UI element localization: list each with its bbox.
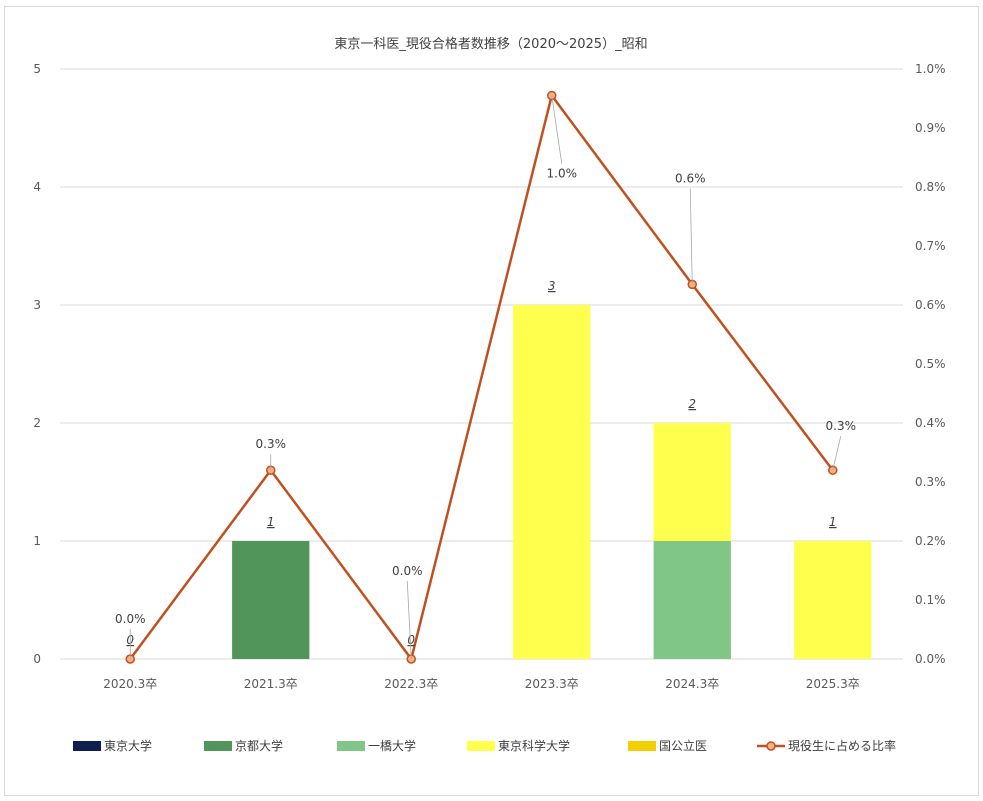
ratio-data-label: 0.3% (826, 419, 857, 433)
y-tick-label: 1 (33, 534, 41, 548)
bars (232, 305, 872, 659)
bar (513, 305, 591, 659)
legend-item[interactable]: 国公立医 (628, 738, 707, 753)
legend-swatch (467, 741, 495, 751)
x-tick-label: 2023.3卒 (525, 677, 579, 691)
y-tick-label: 3 (33, 298, 41, 312)
legend-swatch (628, 741, 656, 751)
y2-tick-label: 0.7% (915, 239, 946, 253)
leader-line (406, 580, 412, 660)
y-tick-label: 4 (33, 180, 41, 194)
y2-tick-label: 0.8% (915, 180, 946, 194)
y2-tick-label: 0.9% (915, 121, 946, 135)
ratio-data-label: 0.0% (392, 564, 423, 578)
chart-svg: 東京一科医_現役合格者数推移（2020～2025）_昭和 0103210.0%0… (33, 36, 945, 753)
y2-tick-label: 0.3% (915, 475, 946, 489)
legend-item[interactable]: 現役生に占める比率 (757, 738, 896, 753)
y2-tick-label: 1.0% (915, 62, 946, 76)
legend[interactable]: 東京大学 京都大学 一橋大学 東京科学大学 国公立医 現役生に占める比率 (73, 738, 896, 753)
bar (653, 423, 731, 541)
leader-line (689, 188, 693, 285)
bar-total-label: 1 (267, 515, 275, 529)
x-tick-label: 2021.3卒 (244, 677, 298, 691)
x-tick-label: 2022.3卒 (384, 677, 438, 691)
gridlines (60, 68, 903, 660)
legend-item[interactable]: 一橋大学 (337, 738, 416, 753)
y-tick-label: 5 (33, 62, 41, 76)
ratio-line-path (129, 92, 834, 662)
y-tick-label: 0 (33, 652, 41, 666)
legend-item[interactable]: 東京大学 (73, 738, 152, 753)
ratio-data-label: 0.6% (675, 171, 706, 185)
y2-tick-label: 0.0% (915, 652, 946, 666)
legend-swatch (337, 741, 365, 751)
y2-tick-label: 0.2% (915, 534, 946, 548)
bar-total-label: 3 (548, 279, 556, 293)
bar (232, 541, 310, 659)
bar-total-label: 0 (407, 633, 415, 647)
bar-total-label: 2 (688, 397, 696, 411)
x-tick-label: 2024.3卒 (665, 677, 719, 691)
legend-marker (766, 741, 776, 751)
leader-line (832, 436, 842, 471)
y2-tick-label: 0.1% (915, 593, 946, 607)
bar-total-label: 1 (829, 515, 837, 529)
chart-frame: 東京一科医_現役合格者数推移（2020～2025）_昭和 0 1 0 3 2 1 0.0% 0… (4, 6, 979, 796)
legend-label: 京都大学 (235, 738, 283, 753)
legend-label: 東京大学 (104, 738, 152, 753)
legend-label: 東京科学大学 (498, 738, 570, 753)
legend-item[interactable]: 東京科学大学 (467, 738, 570, 753)
legend-item[interactable]: 京都大学 (204, 738, 283, 753)
axes: 0 1 2 3 4 5 0.0% 0.1% 0.2% 0.3% 0.4% 0.5% 0.6% 0.7% 0.… (33, 62, 945, 691)
legend-label: 国公立医 (659, 738, 707, 753)
legend-label: 現役生に占める比率 (788, 738, 896, 753)
y2-tick-label: 0.5% (915, 357, 946, 371)
ratio-data-label: 1.0% (547, 167, 578, 181)
legend-label: 一橋大学 (368, 738, 416, 753)
bar (653, 541, 731, 659)
leader-line (551, 95, 563, 164)
ratio-data-label: 0.3% (256, 437, 287, 451)
chart-title: 東京一科医_現役合格者数推移（2020～2025）_昭和 (334, 36, 647, 52)
legend-swatch (204, 741, 232, 751)
bar (794, 541, 872, 659)
x-tick-label: 2025.3卒 (806, 677, 860, 691)
ratio-data-label: 0.0% (115, 612, 146, 626)
y2-tick-label: 0.6% (915, 298, 946, 312)
legend-swatch (73, 741, 101, 751)
x-tick-label: 2020.3卒 (103, 677, 157, 691)
y2-tick-label: 0.4% (915, 416, 946, 430)
y-tick-label: 2 (33, 416, 41, 430)
